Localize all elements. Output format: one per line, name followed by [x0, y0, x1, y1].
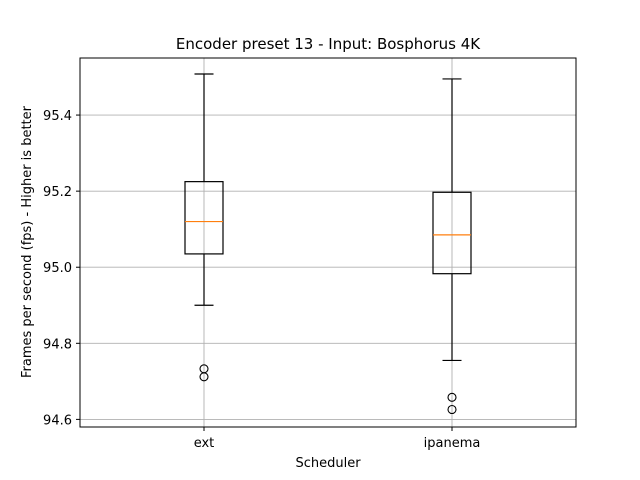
iqr-box	[432, 191, 472, 275]
box-layer	[184, 73, 472, 415]
box-group-ipanema	[432, 78, 472, 415]
box-group-ext	[184, 73, 224, 382]
y-axis-label: Frames per second (fps) - Higher is bett…	[20, 105, 35, 378]
y-tick-label: 94.8	[43, 337, 72, 352]
y-tick-label: 95.0	[43, 261, 72, 276]
outlier-point	[199, 364, 209, 374]
y-tick-label: 94.6	[43, 413, 72, 428]
chart-title: Encoder preset 13 - Input: Bosphorus 4K	[176, 35, 481, 53]
y-tick-label: 95.2	[43, 185, 72, 200]
plot-frame	[79, 57, 577, 428]
iqr-box	[184, 181, 224, 255]
x-tick-label: ext	[194, 436, 215, 451]
y-tick-label: 95.4	[43, 109, 72, 124]
tick-layer: 94.6 94.8 95.0 95.2 95.4 ext ipanema	[43, 109, 480, 451]
x-axis-label: Scheduler	[295, 456, 361, 471]
outlier-point	[447, 404, 457, 415]
x-tick-label: ipanema	[424, 436, 481, 451]
outlier-point	[447, 392, 457, 402]
